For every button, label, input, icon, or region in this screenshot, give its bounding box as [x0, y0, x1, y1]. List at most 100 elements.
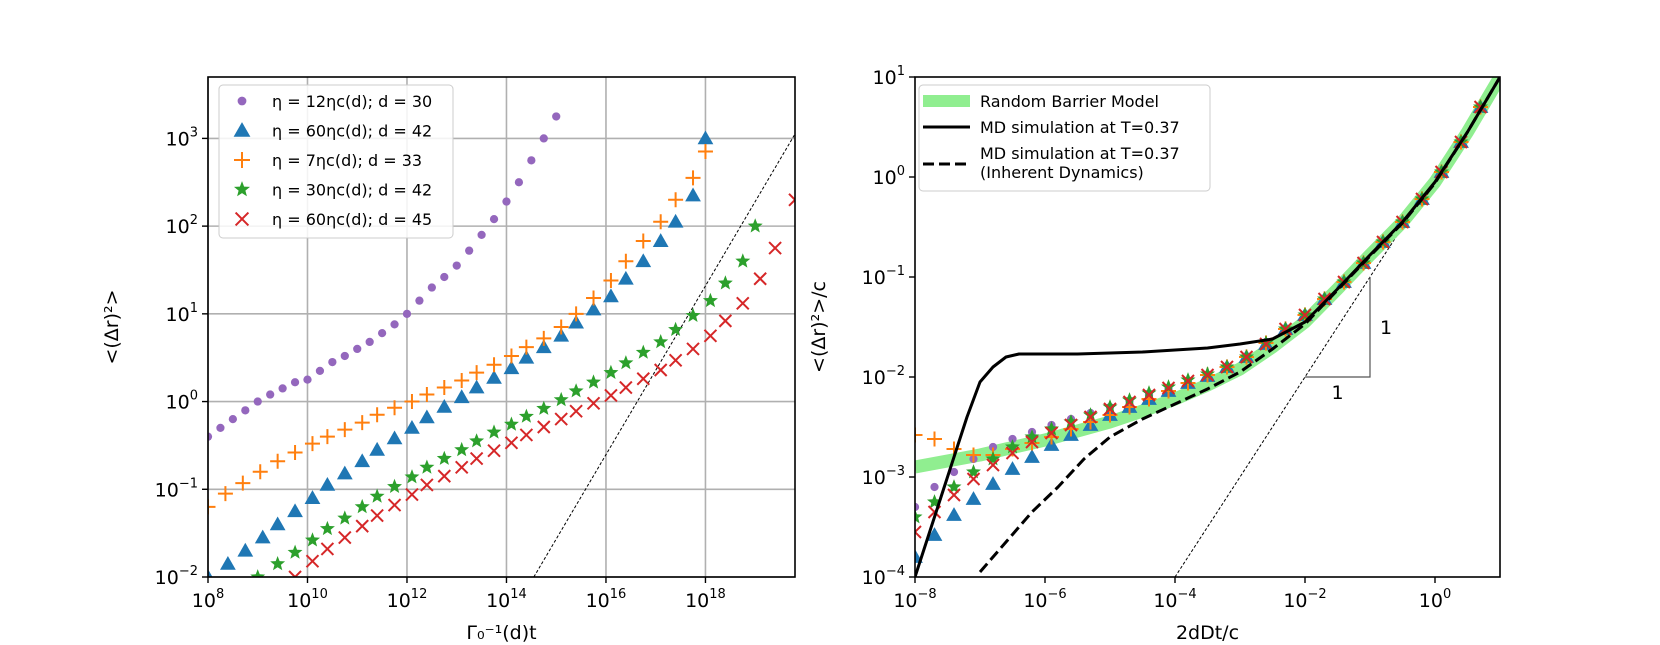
y-axis-label: <(Δr)²>/c [808, 281, 830, 373]
data-point [365, 337, 374, 347]
series-2 [208, 144, 713, 515]
data-point [353, 344, 362, 354]
x-tick-label: 1010 [287, 587, 328, 612]
x-tick-label: 1018 [685, 587, 726, 612]
data-point [489, 214, 499, 224]
y-tick-label-exp: −1 [179, 476, 198, 491]
data-point [717, 275, 733, 290]
data-point [966, 464, 981, 479]
data-point [618, 253, 634, 269]
data-point [552, 112, 561, 121]
data-point [319, 429, 335, 445]
data-point [253, 397, 262, 406]
data-point [1083, 407, 1098, 422]
data-point [503, 360, 520, 375]
data-point [697, 144, 713, 160]
data-point [927, 431, 942, 447]
data-point [652, 233, 669, 247]
data-point [387, 478, 402, 493]
data-point [287, 544, 303, 559]
y-tick-label-exp: −4 [886, 564, 905, 579]
x-tick-label-exp: 12 [411, 587, 428, 602]
data-point [404, 469, 420, 484]
x-tick-label-base: 10 [1023, 590, 1047, 612]
series-0 [208, 112, 561, 441]
data-point [270, 556, 286, 571]
x-tick-label-exp: 0 [1443, 587, 1451, 602]
data-point [985, 476, 1001, 490]
slope-triangle [1305, 277, 1371, 378]
data-point [266, 390, 275, 399]
data-point [736, 296, 750, 311]
data-point [237, 542, 254, 557]
data-point [667, 213, 684, 228]
legend-label: Random Barrier Model [980, 92, 1159, 111]
legend-label: η = 7ηc(d); d = 33 [272, 151, 422, 170]
data-point [402, 309, 412, 318]
x-tick-label-exp: −4 [1178, 587, 1197, 602]
data-point [303, 375, 312, 384]
data-point [469, 365, 485, 381]
data-point [668, 321, 684, 336]
data-point [420, 478, 434, 492]
data-point [947, 488, 961, 502]
legend-label: MD simulation at T=0.37 [980, 144, 1180, 163]
data-point [216, 423, 225, 433]
data-point [390, 320, 399, 329]
data-point [504, 436, 519, 450]
data-point [404, 394, 420, 410]
data-point [988, 442, 998, 452]
legend-marker [234, 152, 250, 168]
x-tick-label: 1016 [586, 587, 627, 612]
data-point [502, 197, 511, 206]
data-point [305, 532, 320, 547]
y-tick-label: 10−4 [862, 564, 905, 589]
data-point [419, 387, 435, 403]
y-tick-label-base: 10 [873, 67, 897, 89]
data-point [1025, 435, 1039, 449]
data-point [228, 414, 237, 424]
data-point [241, 406, 250, 415]
data-point [586, 290, 602, 306]
y-tick-label-base: 10 [155, 567, 179, 589]
data-point [487, 443, 501, 458]
data-point [1122, 395, 1137, 409]
data-point [1317, 292, 1332, 306]
data-point [404, 420, 420, 434]
series-1 [208, 130, 714, 577]
data-point [338, 530, 352, 545]
x-tick-label: 10−8 [893, 587, 936, 612]
data-point [452, 261, 461, 270]
x-tick-label: 10−2 [1283, 587, 1326, 612]
y-tick-label-exp: 1 [190, 301, 198, 316]
data-point [208, 499, 216, 515]
data-point [369, 441, 386, 456]
data-point [1142, 388, 1156, 402]
md-inherent-line [978, 77, 1500, 573]
data-point [518, 408, 534, 423]
legend-label: η = 30ηc(d); d = 42 [272, 181, 432, 200]
data-point [1122, 392, 1137, 407]
data-point [319, 477, 336, 491]
data-point [315, 366, 325, 375]
data-point [319, 520, 335, 536]
data-point [287, 444, 303, 460]
data-point [369, 488, 385, 503]
data-point [553, 391, 569, 407]
data-point [354, 498, 370, 514]
axes-frame [207, 76, 796, 578]
data-point [747, 218, 763, 233]
data-point [603, 364, 619, 379]
data-point [1181, 374, 1195, 388]
data-point [926, 527, 943, 541]
data-point [377, 329, 387, 338]
data-point [405, 487, 419, 502]
data-point [1161, 381, 1176, 395]
data-point [519, 428, 534, 442]
data-point [436, 450, 452, 465]
plot-area [915, 77, 1500, 577]
y-tick-label-exp: −3 [886, 464, 905, 479]
data-point [569, 404, 583, 418]
data-point [305, 554, 320, 568]
data-point [419, 409, 435, 424]
